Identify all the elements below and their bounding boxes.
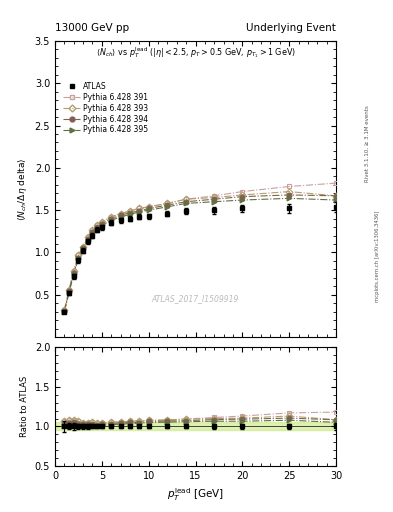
Text: mcplots.cern.ch [arXiv:1306.3436]: mcplots.cern.ch [arXiv:1306.3436] xyxy=(375,210,380,302)
X-axis label: $p_T^{\rm lead}$ [GeV]: $p_T^{\rm lead}$ [GeV] xyxy=(167,486,224,503)
Text: Rivet 3.1.10, ≥ 3.1M events: Rivet 3.1.10, ≥ 3.1M events xyxy=(365,105,370,182)
Y-axis label: $\langle N_{ch}/\Delta\eta\ \mathrm{delta}\rangle$: $\langle N_{ch}/\Delta\eta\ \mathrm{delt… xyxy=(16,157,29,221)
Text: 13000 GeV pp: 13000 GeV pp xyxy=(55,23,129,33)
Text: $\langle N_{ch}\rangle$ vs $p_T^{\rm lead}$ ($|\eta|<2.5$, $p_T>0.5$ GeV, $p_{T_: $\langle N_{ch}\rangle$ vs $p_T^{\rm lea… xyxy=(95,46,296,60)
Text: Underlying Event: Underlying Event xyxy=(246,23,336,33)
Text: ATLAS_2017_I1509919: ATLAS_2017_I1509919 xyxy=(152,294,239,303)
Legend: ATLAS, Pythia 6.428 391, Pythia 6.428 393, Pythia 6.428 394, Pythia 6.428 395: ATLAS, Pythia 6.428 391, Pythia 6.428 39… xyxy=(62,80,150,136)
Y-axis label: Ratio to ATLAS: Ratio to ATLAS xyxy=(20,376,29,437)
Bar xyxy=(55,422,336,431)
